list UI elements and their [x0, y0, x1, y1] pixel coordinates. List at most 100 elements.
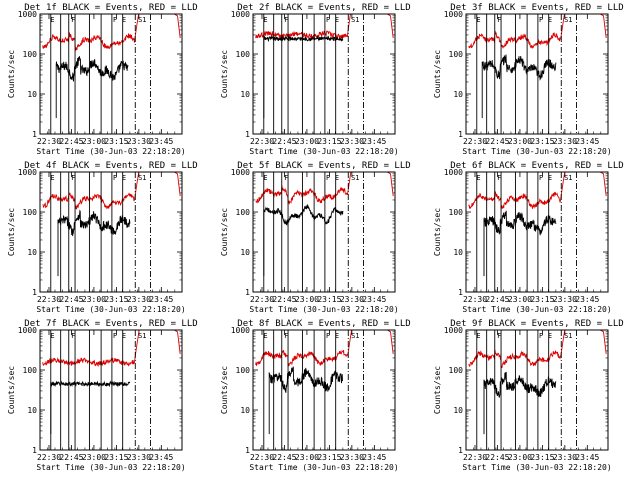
y-tick-label: 100 [23, 366, 38, 375]
flag-label: E [335, 16, 339, 24]
events-series-line [263, 203, 344, 226]
panel-det-3: Det 3f BLACK = Events, RED = LLD Counts/s… [433, 3, 624, 156]
y-axis-label: Counts/sec [220, 50, 229, 98]
lld-series-line [255, 14, 394, 41]
lld-series-line [42, 330, 181, 368]
x-axis-label: Start Time (30-Jun-03 22:18:20) [36, 305, 185, 314]
x-tick-label: 22:30 [463, 453, 487, 462]
x-tick-label: 23:45 [149, 137, 173, 146]
y-axis-label: Counts/sec [433, 50, 442, 98]
x-tick-label: 22:30 [463, 295, 487, 304]
events-series-line [483, 371, 557, 398]
x-tick-label: 23:15 [104, 295, 128, 304]
plot-frame [252, 13, 396, 135]
y-tick-label: 1 [245, 288, 250, 297]
panel-data [468, 14, 607, 134]
flag-label: S1 [564, 16, 572, 24]
x-tick-label: 23:15 [530, 295, 554, 304]
lld-series-line [468, 172, 607, 210]
plot-frame [252, 329, 396, 451]
flag-label: E [50, 16, 54, 24]
x-tick-label: 23:00 [82, 453, 106, 462]
flag-label: E [50, 332, 54, 340]
lld-series-line [468, 14, 607, 50]
panel-title: Det 3f BLACK = Events, RED = LLD [450, 3, 623, 13]
events-series-line [55, 56, 129, 82]
x-tick-label: 23:30 [127, 137, 151, 146]
x-tick-label: 23:15 [104, 137, 128, 146]
panel-data [255, 330, 394, 450]
y-tick-label: 1 [458, 446, 463, 455]
x-tick-label: 23:15 [317, 453, 341, 462]
x-tick-label: 23:45 [149, 295, 173, 304]
plot-frame [465, 13, 609, 135]
flag-label: F [284, 16, 288, 24]
flag-label: F [71, 16, 75, 24]
events-series-line [50, 380, 131, 388]
panel-data [255, 14, 394, 134]
x-tick-label: 23:30 [340, 295, 364, 304]
x-axis-label: Start Time (30-Jun-03 22:18:20) [462, 147, 611, 156]
y-tick-label: 1 [32, 130, 37, 139]
y-tick-label: 100 [236, 208, 251, 217]
flag-label: E [548, 332, 552, 340]
y-tick-label: 1 [32, 288, 37, 297]
flag-label: E [263, 332, 267, 340]
x-tick-label: 22:45 [59, 137, 83, 146]
y-axis-label: Counts/sec [433, 208, 442, 256]
panel-title: Det 2f BLACK = Events, RED = LLD [237, 3, 410, 13]
y-tick-label: 10 [453, 248, 463, 257]
panel-data [255, 172, 394, 292]
x-tick-label: 22:45 [485, 137, 509, 146]
plot-frame [465, 171, 609, 293]
panel-data [468, 172, 607, 292]
x-tick-label: 22:30 [37, 137, 61, 146]
x-tick-label: 23:15 [104, 453, 128, 462]
x-tick-label: 23:15 [317, 295, 341, 304]
y-tick-label: 10 [27, 248, 37, 257]
y-tick-label: 1000 [231, 168, 250, 177]
y-tick-label: 10 [453, 90, 463, 99]
flag-label: F [284, 174, 288, 182]
flag-label: F [539, 332, 543, 340]
panel-title: Det 5f BLACK = Events, RED = LLD [237, 161, 410, 171]
flag-label: F [284, 332, 288, 340]
x-tick-label: 23:00 [295, 295, 319, 304]
flag-label: F [71, 332, 75, 340]
flag-label: F [539, 16, 543, 24]
x-tick-label: 23:30 [553, 295, 577, 304]
y-tick-label: 10 [240, 248, 250, 257]
panel-det-5: Det 5f BLACK = Events, RED = LLD Counts/s… [220, 161, 411, 314]
x-tick-label: 23:15 [530, 137, 554, 146]
x-tick-label: 22:30 [250, 295, 274, 304]
x-tick-label: 23:00 [508, 295, 532, 304]
plot-frame [39, 13, 183, 135]
y-tick-label: 1 [458, 288, 463, 297]
x-tick-label: 23:00 [295, 453, 319, 462]
y-tick-label: 1 [245, 446, 250, 455]
x-tick-label: 22:30 [463, 137, 487, 146]
flag-label: E [263, 16, 267, 24]
panel-title: Det 9f BLACK = Events, RED = LLD [450, 319, 623, 329]
flag-label: S1 [351, 332, 359, 340]
panels-grid: Det 1f BLACK = Events, RED = LLD Counts/s… [7, 3, 624, 472]
plot-frame [252, 171, 396, 293]
x-tick-label: 22:30 [250, 453, 274, 462]
x-axis-label: Start Time (30-Jun-03 22:18:20) [249, 147, 398, 156]
flag-label: F [497, 332, 501, 340]
x-tick-label: 23:00 [82, 295, 106, 304]
panel-title: Det 4f BLACK = Events, RED = LLD [24, 161, 197, 171]
panel-data [42, 14, 181, 134]
x-axis-label: Start Time (30-Jun-03 22:18:20) [249, 463, 398, 472]
flag-label: F [497, 174, 501, 182]
x-tick-label: 22:45 [485, 453, 509, 462]
panel-data [42, 330, 181, 450]
lld-series-line [42, 14, 181, 51]
y-tick-label: 10 [27, 406, 37, 415]
events-series-line [483, 210, 557, 236]
x-tick-label: 23:00 [508, 137, 532, 146]
x-tick-label: 22:30 [37, 453, 61, 462]
lld-series-line [42, 172, 181, 210]
